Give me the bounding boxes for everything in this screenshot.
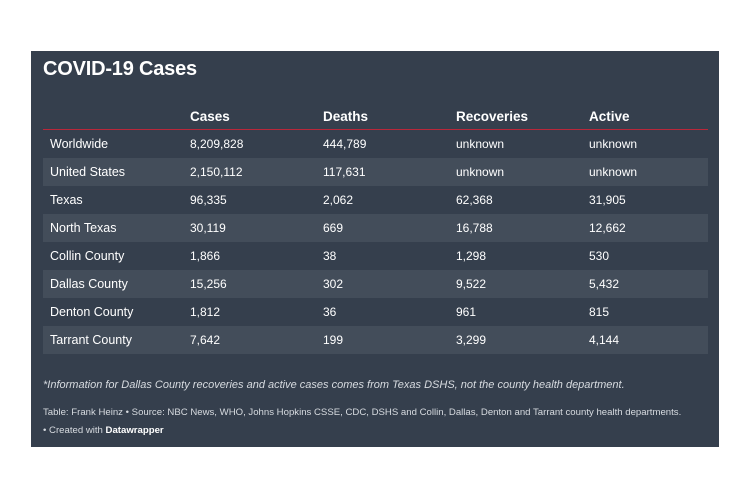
table-title: COVID-19 Cases xyxy=(43,58,197,80)
table-row: Denton County 1,812 36 961 815 xyxy=(43,298,708,326)
table-header-row: Cases Deaths Recoveries Active xyxy=(43,103,708,130)
source-line: Table: Frank Heinz • Source: NBC News, W… xyxy=(43,407,682,418)
region-cell: Worldwide xyxy=(50,137,109,151)
credit-line: • Created with Datawrapper xyxy=(43,425,164,436)
table-cell: 9,522 xyxy=(456,270,589,298)
region-cell: United States xyxy=(43,158,190,186)
table-cell: unknown xyxy=(589,158,708,186)
table-cell: 7,642 xyxy=(190,326,323,354)
header-cell: Cases xyxy=(190,103,323,130)
table-row: Worldwide 8,209,828 444,789 unknown unkn… xyxy=(43,130,708,159)
region-cell: Collin County xyxy=(50,249,125,263)
table-cell: 1,812 xyxy=(190,305,221,319)
table-cell: 31,905 xyxy=(589,193,626,207)
region-cell: Dallas County xyxy=(43,270,190,298)
table-cell: 199 xyxy=(323,326,456,354)
table-cell: 36 xyxy=(323,305,337,319)
table-cell: 815 xyxy=(589,305,610,319)
table-cell: 96,335 xyxy=(190,193,227,207)
credit-prefix: • Created with xyxy=(43,425,106,436)
covid-cases-table: Cases Deaths Recoveries Active Worldwide… xyxy=(43,103,708,354)
header-cell xyxy=(43,103,190,130)
table-cell: 12,662 xyxy=(589,214,708,242)
table-cell: 8,209,828 xyxy=(190,137,244,151)
table-cell: 4,144 xyxy=(589,326,708,354)
table-cell: 38 xyxy=(323,249,337,263)
footnote: *Information for Dallas County recoverie… xyxy=(43,379,625,391)
table-cell: unknown xyxy=(456,158,589,186)
table-cell: 961 xyxy=(456,305,477,319)
table-cell: 1,298 xyxy=(456,249,487,263)
table-row: United States 2,150,112 117,631 unknown … xyxy=(43,158,708,186)
datawrapper-link[interactable]: Datawrapper xyxy=(105,425,164,436)
region-cell: North Texas xyxy=(43,214,190,242)
table-cell: 62,368 xyxy=(456,193,493,207)
table-cell: 2,150,112 xyxy=(190,158,323,186)
table-cell: 15,256 xyxy=(190,270,323,298)
table-cell: 669 xyxy=(323,214,456,242)
covid-table-card: COVID-19 Cases Cases Deaths Recoveries A… xyxy=(31,51,719,447)
table-cell: unknown xyxy=(589,137,638,151)
table-cell: 444,789 xyxy=(323,137,367,151)
table-row: Dallas County 15,256 302 9,522 5,432 xyxy=(43,270,708,298)
table-row: North Texas 30,119 669 16,788 12,662 xyxy=(43,214,708,242)
table-cell: 530 xyxy=(589,249,610,263)
table-cell: 1,866 xyxy=(190,249,221,263)
region-cell: Tarrant County xyxy=(43,326,190,354)
table-cell: unknown xyxy=(456,137,505,151)
header-cell: Recoveries xyxy=(456,103,589,130)
table-cell: 3,299 xyxy=(456,326,589,354)
region-cell: Denton County xyxy=(50,305,134,319)
region-cell: Texas xyxy=(50,193,83,207)
table-cell: 302 xyxy=(323,270,456,298)
table-row: Tarrant County 7,642 199 3,299 4,144 xyxy=(43,326,708,354)
table-cell: 5,432 xyxy=(589,270,708,298)
table-cell: 2,062 xyxy=(323,193,354,207)
table-cell: 16,788 xyxy=(456,214,589,242)
table-row: Collin County 1,866 38 1,298 530 xyxy=(43,242,708,270)
table-row: Texas 96,335 2,062 62,368 31,905 xyxy=(43,186,708,214)
header-cell: Deaths xyxy=(323,103,456,130)
header-cell: Active xyxy=(589,103,708,130)
table-cell: 30,119 xyxy=(190,214,323,242)
table-cell: 117,631 xyxy=(323,158,456,186)
